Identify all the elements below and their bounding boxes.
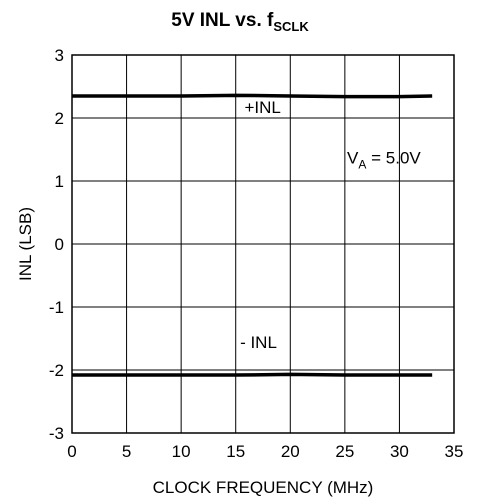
x-axis-label: CLOCK FREQUENCY (MHz) (153, 478, 374, 497)
x-tick-label: 5 (122, 442, 131, 461)
x-tick-label: 10 (172, 442, 191, 461)
x-tick-label: 20 (281, 442, 300, 461)
chart-title: 5V INL vs. fSCLK (0, 10, 480, 34)
x-tick-label: 0 (67, 442, 76, 461)
series-line (72, 372, 433, 377)
x-tick-label: 15 (226, 442, 245, 461)
y-tick-label: -3 (49, 424, 64, 443)
annotation-rest: = 5.0V (366, 148, 421, 167)
y-tick-label: 2 (55, 109, 64, 128)
y-tick-label: 1 (55, 172, 64, 191)
series-label: +INL (244, 98, 280, 117)
chart-title-subscript: SCLK (273, 19, 309, 34)
chart-title-text: 5V INL vs. f (171, 10, 274, 31)
x-tick-labels: 0 5 10 15 20 25 30 35 (67, 442, 463, 461)
series-line (72, 93, 433, 99)
plot-frame (71, 54, 455, 434)
x-tick-label: 35 (445, 442, 464, 461)
y-tick-label: -2 (49, 361, 64, 380)
series-labels: +INL - INL (240, 98, 281, 352)
y-tick-label: -1 (49, 298, 64, 317)
y-tick-label: 0 (55, 235, 64, 254)
series-label: - INL (240, 333, 277, 352)
supply-voltage-annotation: VA = 5.0V (347, 148, 421, 171)
series-lines (72, 93, 433, 377)
x-tick-label: 30 (390, 442, 409, 461)
y-tick-labels: -3 -2 -1 0 1 2 3 (49, 46, 64, 443)
x-tick-label: 25 (335, 442, 354, 461)
y-tick-label: 3 (55, 46, 64, 65)
annotation-subscript: A (358, 157, 366, 171)
y-axis-label: INL (LSB) (16, 207, 35, 281)
annotation-main: V (347, 148, 359, 167)
